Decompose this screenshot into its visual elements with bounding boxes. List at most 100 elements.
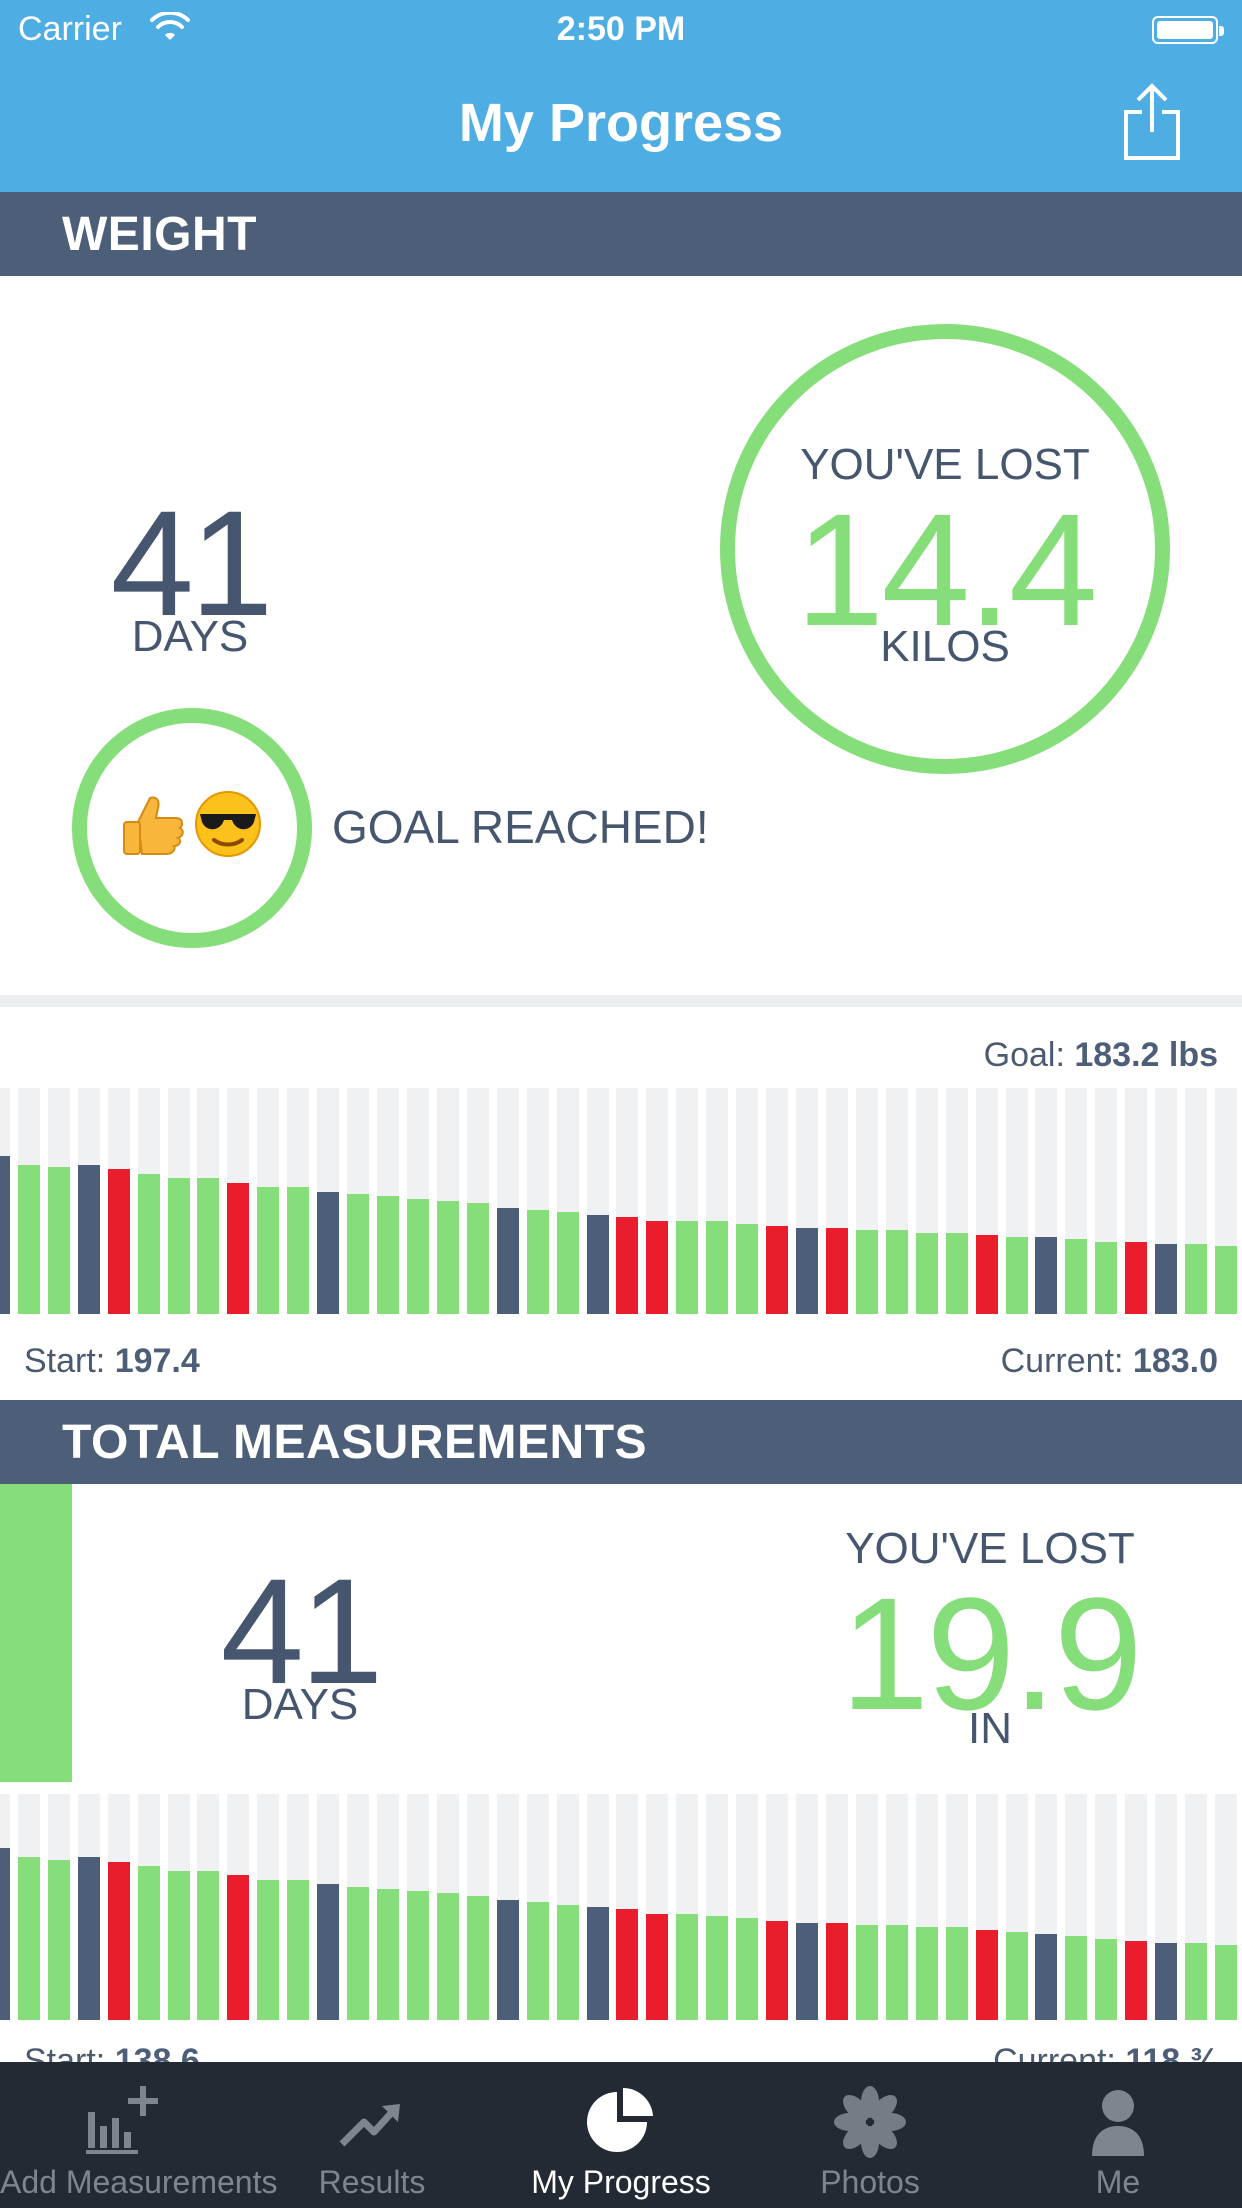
chart-bar-fill	[168, 1178, 190, 1314]
wifi-icon	[150, 12, 190, 40]
chart-bar-fill	[527, 1902, 549, 2020]
chart-bar	[257, 1794, 279, 2020]
tab-label: My Progress	[531, 2164, 711, 2200]
chart-bar-fill	[467, 1203, 489, 1314]
chart-bar-fill	[616, 1217, 638, 1314]
chart-bar	[1185, 1088, 1207, 1314]
chart-bar-fill	[1125, 1242, 1147, 1314]
chart-bar-fill	[0, 1848, 10, 2020]
chart-bar	[557, 1794, 579, 2020]
chart-bar-fill	[1185, 1943, 1207, 2020]
chart-bar	[347, 1088, 369, 1314]
chart-bar-fill	[48, 1860, 70, 2020]
chart-bar	[1035, 1794, 1057, 2020]
chart-bar	[676, 1794, 698, 2020]
measurements-days-value: 41	[220, 1547, 384, 1715]
chart-bar-fill	[1215, 1246, 1237, 1314]
chart-bar-fill	[946, 1233, 968, 1314]
chart-bar-fill	[377, 1889, 399, 2020]
chart-bar	[527, 1088, 549, 1314]
chart-bar-fill	[706, 1916, 728, 2020]
weight-bar-chart	[0, 1088, 1242, 1314]
status-bar: Carrier 2:50 PM	[0, 0, 1242, 62]
tab-my-progress[interactable]: My Progress	[496, 2062, 746, 2208]
chart-bar-fill	[407, 1199, 429, 1314]
current-label: Current:	[1000, 1342, 1124, 1380]
weight-lost-value: 14.4	[795, 480, 1097, 659]
chart-bar-fill	[227, 1183, 249, 1314]
weight-lost-label: YOU'VE LOST	[800, 440, 1090, 489]
pie-chart-icon	[587, 2088, 653, 2152]
chart-bar-fill	[946, 1927, 968, 2020]
share-icon[interactable]	[1120, 82, 1184, 162]
chart-bar-fill	[437, 1201, 459, 1314]
chart-bar-fill	[78, 1857, 100, 2020]
weight-lost-unit: KILOS	[880, 622, 1010, 671]
measurements-lost-label: YOU'VE LOST	[845, 1524, 1135, 1573]
chart-bar-fill	[766, 1226, 788, 1314]
battery-icon	[1152, 16, 1224, 44]
measurements-days-label: DAYS	[241, 1680, 359, 1729]
chart-bar-fill	[587, 1215, 609, 1314]
weight-section-header: WEIGHT	[0, 192, 1242, 276]
measurements-accent-bar	[0, 1484, 72, 1782]
chart-bar	[437, 1088, 459, 1314]
chart-bar-fill	[18, 1857, 40, 2020]
navigation-bar: Carrier 2:50 PM My Progress	[0, 0, 1242, 192]
weight-goal-caption: Goal: 183.2 lbs	[984, 1036, 1218, 1075]
chart-bar	[1155, 1794, 1177, 2020]
chart-bar-fill	[527, 1210, 549, 1314]
chart-bar-fill	[407, 1891, 429, 2020]
chart-bar	[287, 1794, 309, 2020]
chart-bar-fill	[976, 1235, 998, 1314]
chart-bar	[108, 1794, 130, 2020]
chart-bar-fill	[48, 1167, 70, 1314]
chart-bar	[1006, 1088, 1028, 1314]
chart-bar-fill	[1006, 1932, 1028, 2020]
chart-bar	[1065, 1794, 1087, 2020]
chart-bar	[1125, 1794, 1147, 2020]
chart-bar-fill	[706, 1221, 728, 1314]
measurements-lost-value: 19.9	[840, 1564, 1142, 1743]
tab-photos[interactable]: Photos	[746, 2062, 994, 2208]
chart-bar-fill	[886, 1230, 908, 1314]
chart-bar-fill	[467, 1896, 489, 2020]
chart-bar	[497, 1794, 519, 2020]
chart-bar	[257, 1088, 279, 1314]
measurements-section-header: TOTAL MEASUREMENTS	[0, 1400, 1242, 1484]
tab-me[interactable]: Me	[994, 2062, 1242, 2208]
measurements-lost-unit: IN	[968, 1704, 1012, 1753]
chart-bar	[287, 1088, 309, 1314]
start-label: Start:	[24, 1342, 106, 1380]
chart-bar-fill	[796, 1228, 818, 1314]
chart-bar	[646, 1088, 668, 1314]
chart-bar	[826, 1088, 848, 1314]
weight-current-caption: Current: 183.0	[1001, 1342, 1218, 1381]
chart-bar-fill	[646, 1914, 668, 2020]
chart-bar	[377, 1794, 399, 2020]
chart-bar	[976, 1088, 998, 1314]
chart-bar-fill	[437, 1893, 459, 2020]
start-value: 197.4	[114, 1342, 200, 1380]
chart-bar	[48, 1088, 70, 1314]
chart-bar	[317, 1794, 339, 2020]
chart-bar-fill	[886, 1925, 908, 2020]
chart-bar-fill	[736, 1224, 758, 1314]
tab-results[interactable]: Results	[248, 2062, 496, 2208]
chart-bar	[856, 1794, 878, 2020]
add-measurements-icon	[86, 2086, 158, 2154]
chart-bar	[168, 1088, 190, 1314]
chart-bar	[78, 1088, 100, 1314]
chart-bar	[706, 1794, 728, 2020]
tab-add-measurements[interactable]: Add Measurements	[0, 2062, 277, 2208]
chart-bar	[527, 1794, 549, 2020]
chart-bar	[616, 1088, 638, 1314]
chart-bar	[946, 1088, 968, 1314]
chart-bar-fill	[257, 1880, 279, 2020]
chart-bar	[377, 1088, 399, 1314]
chart-bar	[437, 1794, 459, 2020]
chart-bar	[138, 1088, 160, 1314]
chart-bar	[676, 1088, 698, 1314]
chart-bar-fill	[197, 1178, 219, 1314]
measurements-bar-chart	[0, 1794, 1242, 2020]
